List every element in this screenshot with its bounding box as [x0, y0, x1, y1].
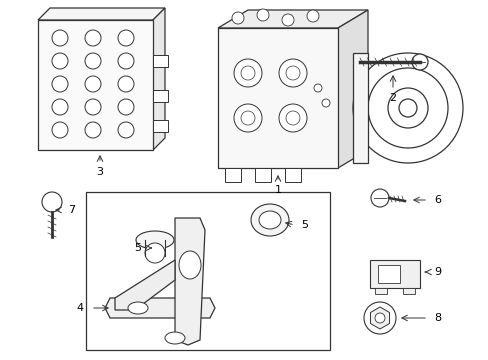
Circle shape [279, 104, 306, 132]
Circle shape [85, 99, 101, 115]
Bar [86, 192, 329, 350]
Text: 8: 8 [433, 313, 441, 323]
Polygon shape [370, 307, 389, 329]
Circle shape [306, 10, 318, 22]
Circle shape [118, 99, 134, 115]
Circle shape [374, 313, 384, 323]
Text: 5: 5 [134, 243, 141, 253]
Text: 3: 3 [96, 167, 103, 177]
Bar [224, 168, 241, 182]
Bar [374, 288, 386, 294]
Bar [38, 20, 153, 150]
Ellipse shape [398, 99, 416, 117]
Circle shape [370, 189, 388, 207]
Circle shape [363, 302, 395, 334]
Circle shape [85, 53, 101, 69]
Bar [402, 288, 414, 294]
Polygon shape [352, 53, 367, 163]
Circle shape [52, 30, 68, 46]
Bar [285, 168, 301, 182]
Text: 4: 4 [76, 303, 83, 313]
Circle shape [52, 53, 68, 69]
Text: 7: 7 [68, 205, 76, 215]
Circle shape [52, 122, 68, 138]
Circle shape [85, 76, 101, 92]
Circle shape [118, 122, 134, 138]
Bar [145, 240, 164, 258]
Ellipse shape [387, 88, 427, 128]
Ellipse shape [128, 302, 148, 314]
Polygon shape [175, 218, 204, 345]
Circle shape [52, 76, 68, 92]
Circle shape [85, 122, 101, 138]
Bar [153, 55, 168, 67]
Bar [377, 265, 399, 283]
Ellipse shape [352, 53, 462, 163]
Bar [218, 28, 337, 168]
Bar [254, 168, 270, 182]
Circle shape [279, 59, 306, 87]
Circle shape [42, 192, 62, 212]
Bar [153, 120, 168, 132]
Polygon shape [218, 10, 367, 28]
Polygon shape [115, 260, 175, 310]
Circle shape [285, 111, 299, 125]
Circle shape [118, 76, 134, 92]
Circle shape [85, 30, 101, 46]
Text: 5: 5 [301, 220, 308, 230]
Polygon shape [38, 8, 164, 20]
Text: 1: 1 [274, 185, 281, 195]
Text: 9: 9 [433, 267, 441, 277]
Text: 2: 2 [388, 93, 396, 103]
Circle shape [118, 53, 134, 69]
Circle shape [313, 84, 321, 92]
Circle shape [241, 66, 254, 80]
Circle shape [285, 66, 299, 80]
Ellipse shape [259, 211, 281, 229]
Circle shape [118, 30, 134, 46]
Polygon shape [337, 10, 367, 168]
Circle shape [52, 99, 68, 115]
Circle shape [282, 14, 293, 26]
Ellipse shape [136, 231, 174, 249]
Circle shape [411, 54, 427, 70]
Bar [153, 90, 168, 102]
Bar [369, 260, 419, 288]
Polygon shape [105, 298, 215, 318]
Circle shape [241, 111, 254, 125]
Circle shape [145, 243, 164, 263]
Polygon shape [153, 8, 164, 150]
Circle shape [231, 12, 244, 24]
Ellipse shape [367, 68, 447, 148]
Circle shape [234, 59, 262, 87]
Ellipse shape [250, 204, 288, 236]
Circle shape [321, 99, 329, 107]
Circle shape [234, 104, 262, 132]
Circle shape [257, 9, 268, 21]
Ellipse shape [179, 251, 201, 279]
Ellipse shape [164, 332, 184, 344]
Text: 6: 6 [434, 195, 441, 205]
